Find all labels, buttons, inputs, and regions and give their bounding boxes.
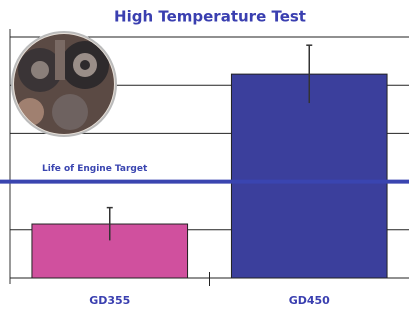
page: {"chart_data": {"type": "bar", "title": … — [0, 0, 409, 313]
photo — [10, 30, 120, 140]
bar — [231, 74, 387, 278]
x-tick-label: GD355 — [89, 294, 130, 307]
x-tick-label: GD450 — [289, 294, 330, 307]
chart-title: High Temperature Test — [114, 8, 306, 26]
target-label: Life of Engine Target — [42, 164, 148, 174]
chart: High Temperature Test GD355 GD450 Life of … — [0, 0, 409, 313]
